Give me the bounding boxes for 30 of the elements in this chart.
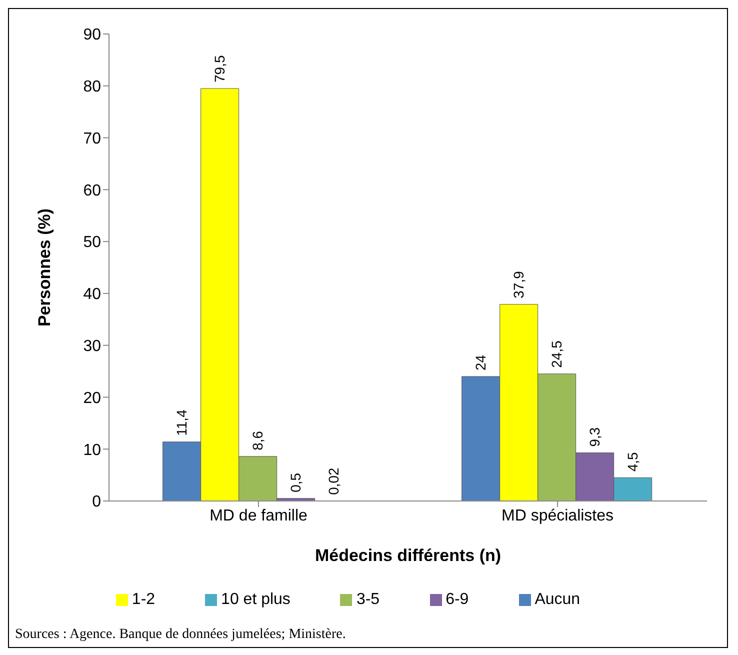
data-label: 11,4: [174, 409, 190, 436]
y-tick-label: 20: [83, 390, 102, 407]
y-tick-label: 0: [92, 494, 102, 511]
y-tick-label: 70: [83, 130, 102, 148]
y-tick-label: 30: [83, 338, 102, 356]
y-axis-title: Personnes (%): [35, 208, 54, 327]
x-tick-label: MD de famille: [210, 507, 308, 524]
data-label: 24,5: [548, 340, 565, 368]
legend-label: 1-2: [132, 591, 156, 608]
source-note: Sources : Agence. Banque de données jumelées; Ministère.: [15, 627, 346, 643]
legend-label: 3-5: [356, 591, 380, 608]
data-label: 79,5: [212, 55, 228, 82]
y-tick-label: 60: [83, 182, 102, 200]
y-tick-label: 40: [83, 286, 102, 304]
data-label: 0,02: [326, 467, 342, 495]
y-tick-label: 80: [83, 78, 102, 96]
y-tick-label: 10: [83, 442, 102, 459]
data-label: 8,6: [250, 430, 266, 450]
legend-label: 6-9: [446, 591, 469, 608]
data-label: 37,9: [510, 270, 527, 298]
y-tick-label: 50: [83, 234, 102, 252]
legend-label: Aucun: [534, 591, 580, 608]
data-label: 0,5: [288, 472, 304, 492]
data-label: 24: [472, 354, 489, 370]
data-label: 4,5: [624, 452, 641, 472]
y-tick-label: 90: [83, 26, 102, 44]
x-tick-label: MD spécialistes: [501, 507, 614, 524]
x-axis-title: Médecins différents (n): [314, 546, 502, 565]
legend-label: 10 et plus: [221, 591, 290, 608]
data-label: 9,3: [586, 427, 603, 447]
